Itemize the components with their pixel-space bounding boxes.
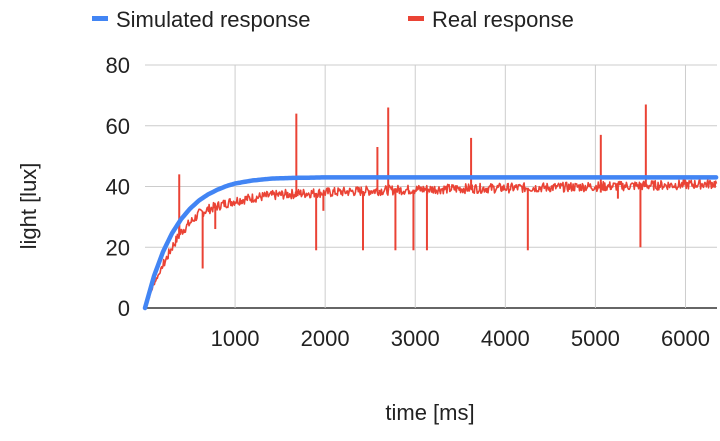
gridlines [145,64,717,309]
legend: Simulated response Real response [92,7,574,32]
y-tick-label: 20 [106,235,130,260]
x-tick-label: 2000 [301,326,350,351]
legend-swatch-real [408,16,424,21]
legend-swatch-simulated [92,16,108,21]
y-tick-label: 80 [106,53,130,78]
legend-label-simulated: Simulated response [116,7,310,32]
x-tick-label: 6000 [661,326,710,351]
y-tick-label: 60 [106,114,130,139]
series-lines [142,104,719,311]
x-tick-label: 3000 [391,326,440,351]
y-tick-labels: 0 20 40 60 80 [106,53,130,321]
x-tick-label: 4000 [481,326,530,351]
series-line-simulated [142,175,719,311]
x-axis-title: time [ms] [385,400,474,425]
x-tick-label: 1000 [211,326,260,351]
y-axis-title: light [lux] [16,163,41,250]
x-tick-label: 5000 [571,326,620,351]
series-line-real [144,178,718,309]
y-tick-label: 40 [106,175,130,200]
y-tick-label: 0 [118,296,130,321]
x-tick-labels: 1000 2000 3000 4000 5000 6000 [211,326,710,351]
legend-label-real: Real response [432,7,574,32]
